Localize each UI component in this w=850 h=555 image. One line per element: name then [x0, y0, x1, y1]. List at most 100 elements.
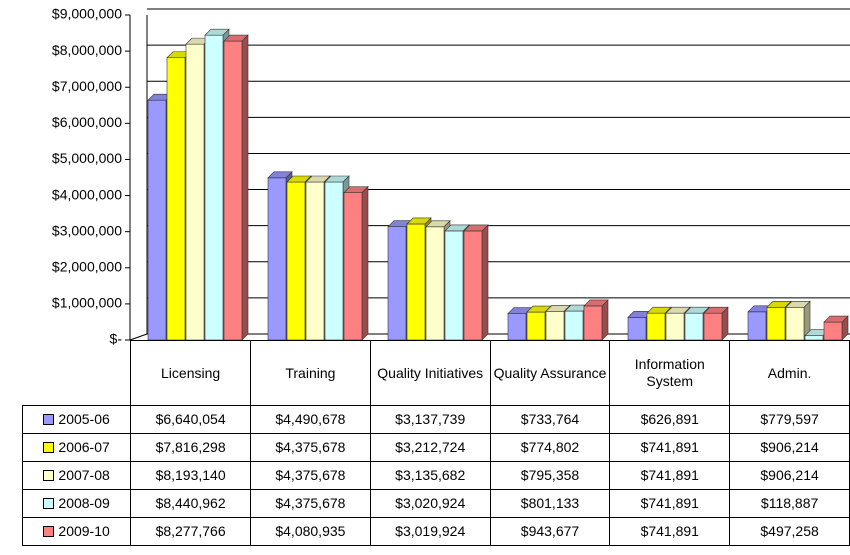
bar	[463, 230, 483, 341]
bar	[545, 310, 565, 341]
legend-key	[43, 526, 55, 537]
value-label: $943,677	[489, 517, 611, 546]
bar	[564, 310, 584, 341]
legend-entry: 2007-08	[21, 461, 132, 490]
value-label: $3,212,724	[369, 433, 491, 462]
bar	[766, 306, 786, 341]
bar-top	[406, 217, 432, 225]
bar	[406, 223, 426, 341]
bar	[343, 192, 363, 341]
value-label: $497,258	[729, 517, 850, 546]
legend-label: 2009-10	[58, 523, 110, 539]
bar	[223, 40, 243, 341]
bar-top	[223, 34, 249, 42]
bar	[305, 181, 325, 341]
value-label: $774,802	[489, 433, 611, 462]
bar	[747, 311, 767, 341]
bar	[387, 226, 407, 341]
y-tick-label: $6,000,000	[52, 114, 122, 130]
legend-entry: 2008-09	[21, 489, 132, 518]
y-tick-label: $-	[110, 331, 123, 347]
corner	[23, 341, 131, 406]
category-label: Quality Initiatives	[369, 340, 491, 406]
value-label: $741,891	[609, 433, 731, 462]
bar-top	[463, 224, 489, 232]
value-label: $779,597	[729, 405, 850, 434]
bar-side	[481, 224, 489, 341]
y-tick-label: $1,000,000	[52, 295, 122, 311]
series-row: 2005-06 $6,640,054 $4,490,678 $3,137,739 $73…	[21, 405, 850, 434]
bar-top	[305, 175, 331, 183]
y-tick-label: $8,000,000	[52, 42, 122, 58]
bar	[204, 34, 224, 341]
bar-top	[823, 315, 849, 323]
bar-top	[204, 28, 230, 36]
value-label: $733,764	[489, 405, 611, 434]
bar	[684, 312, 704, 341]
bar	[267, 177, 287, 341]
header-row: Licensing Training Quality Initiatives Qual…	[23, 340, 850, 406]
bar-top	[444, 224, 470, 232]
bar-top	[785, 300, 811, 308]
y-tick-label: $3,000,000	[52, 222, 122, 238]
floor-edge	[129, 333, 148, 341]
value-label: $6,640,054	[130, 405, 251, 434]
series-row: 2006-07 $7,816,298 $4,375,678 $3,212,724 $77…	[21, 433, 850, 462]
category-label: Quality Assurance	[489, 340, 611, 406]
value-label: $3,019,924	[369, 517, 491, 546]
bar	[526, 311, 546, 341]
data-table: Licensing Training Quality Initiatives Qual…	[21, 340, 850, 546]
legend-key	[43, 498, 55, 509]
bar	[583, 305, 603, 341]
value-label: $741,891	[609, 517, 731, 546]
value-label: $7,816,298	[130, 433, 251, 462]
value-label: $626,891	[609, 405, 731, 434]
value-label: $3,137,739	[369, 405, 491, 434]
bar	[444, 230, 464, 341]
value-label: $906,214	[729, 461, 850, 490]
value-label: $4,375,678	[250, 461, 371, 490]
legend-label: 2006-07	[58, 439, 110, 455]
value-label: $3,020,924	[369, 489, 491, 518]
legend-label: 2008-09	[58, 495, 110, 511]
bar-top	[646, 306, 672, 314]
bar	[785, 306, 805, 341]
bar-top	[684, 306, 710, 314]
legend-entry: 2009-10	[21, 517, 132, 546]
bar	[665, 312, 685, 341]
bar	[627, 317, 647, 341]
bar-side	[601, 299, 609, 341]
bar	[425, 226, 445, 341]
series-row: 2008-09 $8,440,962 $4,375,678 $3,020,924 $80…	[21, 489, 850, 518]
bar-top	[324, 175, 350, 183]
value-label: $801,133	[489, 489, 611, 518]
value-label: $8,193,140	[130, 461, 251, 490]
bar	[703, 312, 723, 341]
bar-top	[286, 175, 312, 183]
value-label: $118,887	[729, 489, 850, 518]
series-row: 2007-08 $8,193,140 $4,375,678 $3,135,682 $79…	[21, 461, 850, 490]
bar	[646, 312, 666, 341]
category-label: Licensing	[130, 340, 251, 406]
y-tick-label: $7,000,000	[52, 78, 122, 94]
bar-side	[241, 34, 249, 341]
y-tick-label: $5,000,000	[52, 150, 122, 166]
value-label: $8,440,962	[130, 489, 251, 518]
bar	[286, 181, 306, 341]
bar-top	[267, 171, 293, 179]
legend-label: 2005-06	[58, 411, 110, 427]
legend-label: 2007-08	[58, 467, 110, 483]
y-tick-label: $2,000,000	[52, 258, 122, 274]
value-label: $3,135,682	[369, 461, 491, 490]
bar	[324, 181, 344, 341]
value-label: $8,277,766	[130, 517, 251, 546]
legend-entry: 2005-06	[21, 405, 132, 434]
category-label: Information System	[609, 340, 731, 406]
value-label: $4,375,678	[250, 489, 371, 518]
bar-top	[665, 306, 691, 314]
value-label: $4,490,678	[250, 405, 371, 434]
series-row: 2009-10 $8,277,766 $4,080,935 $3,019,924 $94…	[21, 517, 850, 546]
legend-key	[43, 442, 55, 453]
